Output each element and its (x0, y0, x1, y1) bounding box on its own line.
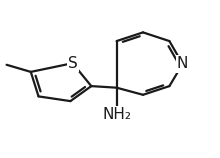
Text: NH₂: NH₂ (102, 107, 131, 122)
Text: N: N (177, 57, 188, 71)
Text: S: S (68, 56, 77, 71)
